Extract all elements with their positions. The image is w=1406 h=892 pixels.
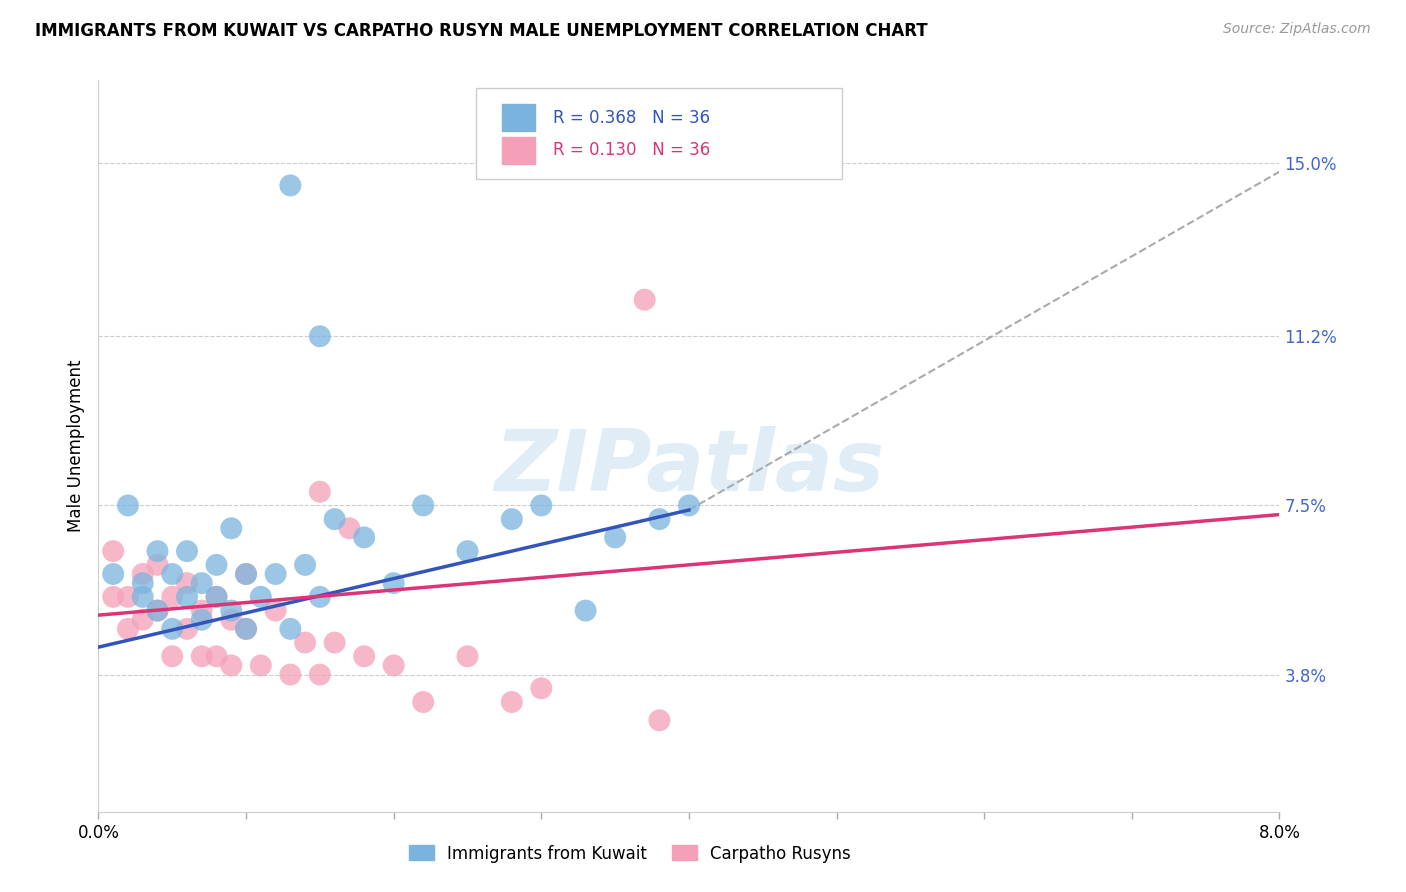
Point (132, 590, 155, 604)
Point (103, 544, 125, 558)
Point (250, 658, 273, 673)
Point (235, 567, 257, 582)
Text: IMMIGRANTS FROM KUWAIT VS CARPATHO RUSYN MALE UNEMPLOYMENT CORRELATION CHART: IMMIGRANTS FROM KUWAIT VS CARPATHO RUSYN… (35, 22, 928, 40)
Text: ZIPatlas: ZIPatlas (494, 426, 884, 509)
Text: Source: ZipAtlas.com: Source: ZipAtlas.com (1223, 22, 1371, 37)
Point (176, 622, 198, 636)
Point (308, 590, 332, 604)
Point (323, 635, 346, 649)
Point (191, 576, 214, 591)
Point (501, 512, 523, 526)
Y-axis label: Male Unemployment: Male Unemployment (66, 359, 84, 533)
Point (353, 530, 375, 544)
Point (235, 622, 257, 636)
Point (250, 590, 273, 604)
Point (219, 658, 242, 673)
Point (382, 658, 405, 673)
Point (648, 714, 671, 728)
Point (278, 667, 302, 681)
Point (294, 635, 316, 649)
Point (191, 613, 214, 627)
Point (132, 613, 155, 627)
Point (146, 603, 169, 617)
Point (530, 681, 553, 696)
Point (678, 499, 700, 513)
Point (205, 590, 228, 604)
Text: R = 0.130   N = 36: R = 0.130 N = 36 (553, 142, 710, 160)
Point (205, 558, 228, 572)
Point (308, 329, 332, 343)
Point (205, 649, 228, 664)
Point (132, 567, 155, 582)
Point (146, 544, 169, 558)
Point (132, 576, 155, 591)
Point (205, 590, 228, 604)
Point (648, 512, 671, 526)
Point (191, 649, 214, 664)
Point (219, 603, 242, 617)
Point (176, 544, 198, 558)
Point (176, 576, 198, 591)
Point (191, 603, 214, 617)
Point (308, 484, 332, 499)
Point (103, 590, 125, 604)
Point (323, 512, 346, 526)
Point (219, 613, 242, 627)
Point (605, 530, 627, 544)
Point (117, 499, 139, 513)
Legend: Immigrants from Kuwait, Carpatho Rusyns: Immigrants from Kuwait, Carpatho Rusyns (402, 838, 858, 869)
FancyBboxPatch shape (477, 87, 842, 179)
Point (278, 622, 302, 636)
Point (235, 622, 257, 636)
Point (176, 590, 198, 604)
Point (353, 649, 375, 664)
Bar (502, 136, 536, 164)
Point (264, 567, 287, 582)
Point (219, 521, 242, 535)
Point (412, 695, 434, 709)
Point (530, 499, 553, 513)
Point (574, 603, 596, 617)
Point (501, 695, 523, 709)
Point (103, 567, 125, 582)
Point (162, 622, 183, 636)
Point (294, 558, 316, 572)
Point (308, 667, 332, 681)
Point (337, 521, 360, 535)
Point (162, 590, 183, 604)
Text: R = 0.368   N = 36: R = 0.368 N = 36 (553, 109, 710, 127)
Point (235, 567, 257, 582)
Point (162, 649, 183, 664)
Point (146, 558, 169, 572)
Point (456, 649, 478, 664)
Point (117, 590, 139, 604)
Bar (502, 103, 536, 131)
Point (162, 567, 183, 582)
Point (412, 499, 434, 513)
Point (278, 178, 302, 193)
Point (456, 544, 478, 558)
Point (146, 603, 169, 617)
Point (633, 293, 655, 307)
Point (264, 603, 287, 617)
Point (117, 622, 139, 636)
Point (382, 576, 405, 591)
